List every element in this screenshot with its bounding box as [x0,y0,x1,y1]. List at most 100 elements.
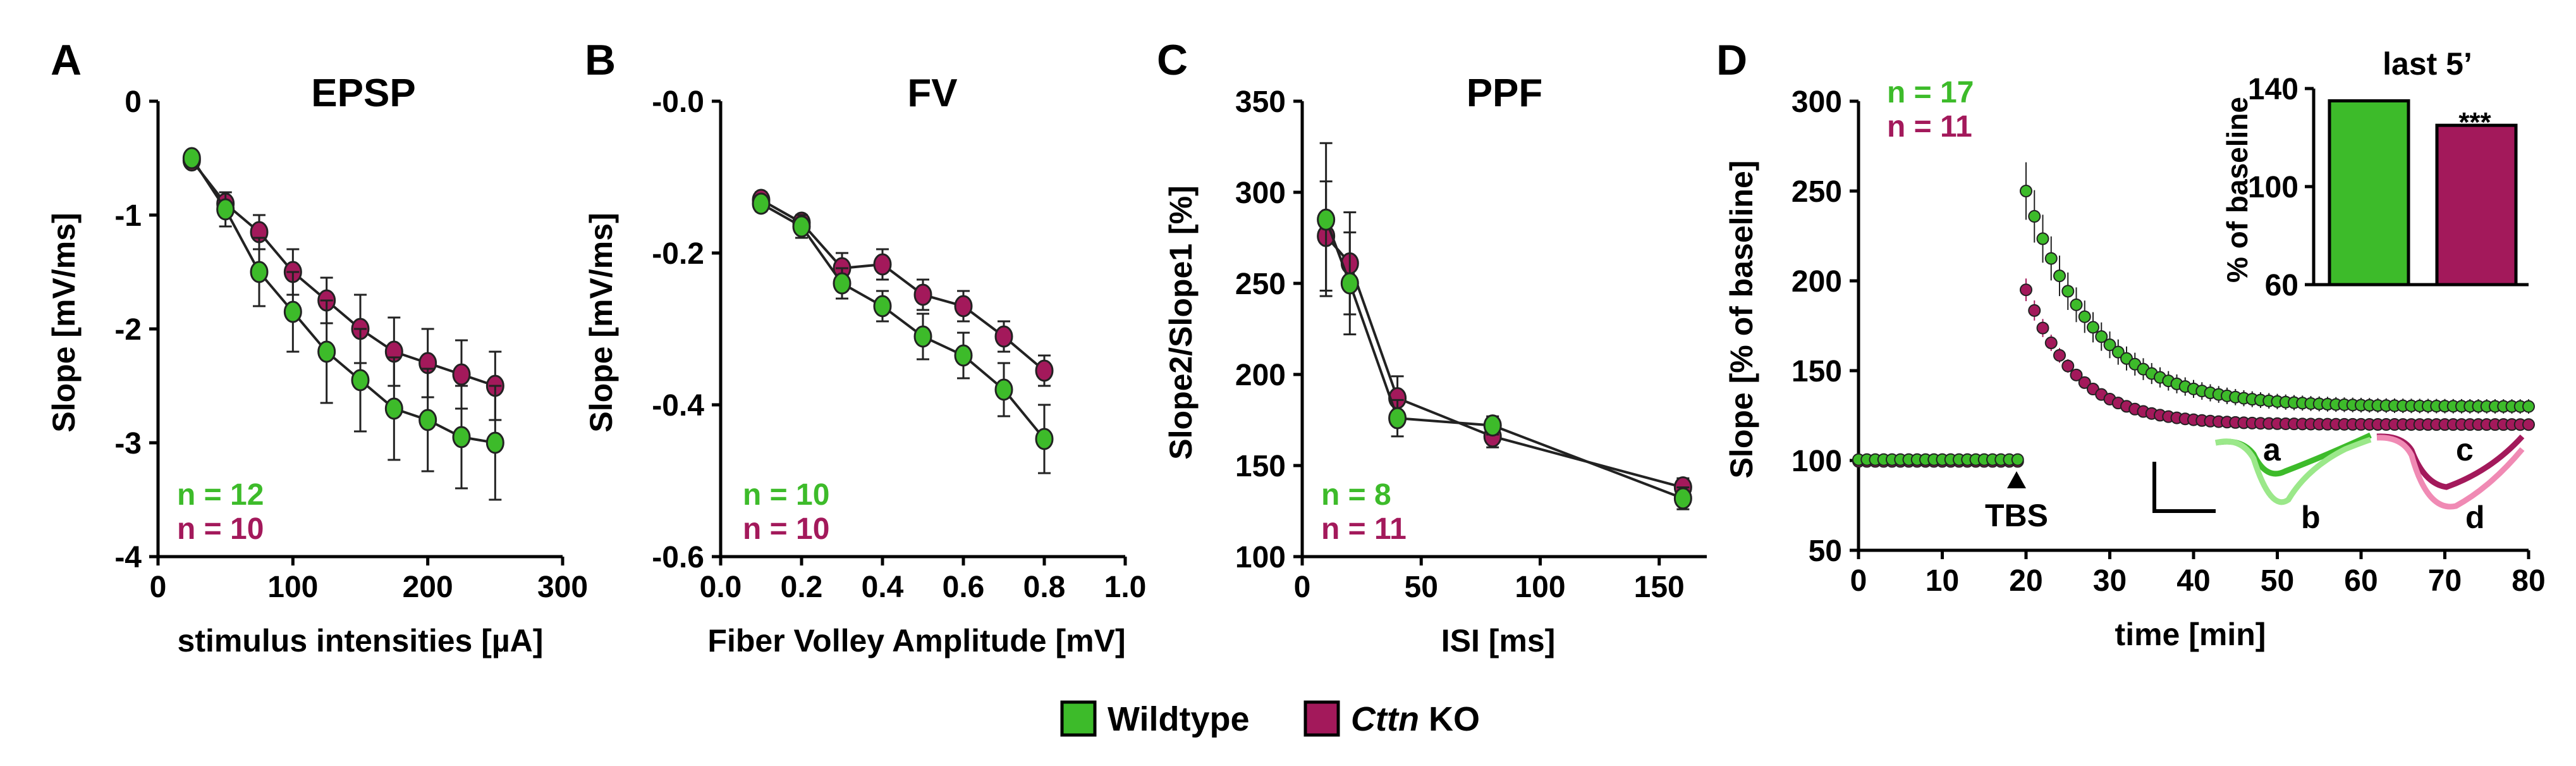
panel-d-xtick-label: 80 [2512,564,2545,598]
panel-a-xtick-label: 0 [150,571,167,604]
panel-d-xtick-label: 70 [2428,564,2462,598]
inset-title: last 5’ [2383,46,2472,82]
data-point-ko [873,253,892,276]
panel-d-n-ko: n = 11 [1887,110,1972,144]
panel-b-n-ko: n = 10 [743,512,829,546]
panel-b-ytick-label: -0.6 [652,541,704,574]
data-point-wildtype [994,378,1013,401]
trace-label-c: c [2456,432,2474,467]
panel-c-ytick-label: 150 [1235,450,1286,483]
panel-a-title: EPSP [311,71,415,115]
panel-b-axes: 0.0 0.2 0.4 0.6 0.8 1.0 -0.0 -0.2 -0.4 -0.6 [652,85,1146,604]
data-point-wildtype [792,215,811,238]
panel-b-xlabel: Fiber Volley Amplitude [mV] [707,623,1125,658]
panel-c: PPF 0 50 100 150 100 150 200 250 300 350 ISI [ms]… [1163,71,1707,658]
scale-bar [2152,462,2216,513]
panel-d-xtick-label: 40 [2176,564,2210,598]
panel-b-ytick-label: -0.2 [652,237,704,271]
data-point-ko [954,295,973,318]
trace-label-a: a [2263,432,2281,467]
panel-c-ytick-label: 200 [1235,359,1286,392]
panel-d-n-wildtype: n = 17 [1887,76,1974,109]
ltp-point-ko [2070,368,2083,381]
panel-d-xlabel: time [min] [2115,617,2266,652]
panel-d-ylabel: Slope [% of baseline] [1724,161,1759,479]
series-line-ko [1325,235,1683,489]
inset-bar-ko [2435,123,2518,287]
panel-d-xtick-label: 30 [2093,564,2127,598]
panel-a-xtick-label: 300 [537,571,588,604]
panel-a-xtick-label: 200 [403,571,453,604]
trace-label-b: b [2301,500,2321,535]
ltp-point-wildtype [2103,338,2116,352]
panel-b-marks [752,188,1054,474]
panel-b-n-wildtype: n = 10 [743,478,829,512]
panel-letter-a: A [51,36,82,84]
tbs-arrow [2007,471,2026,488]
data-point-wildtype [1340,272,1359,295]
panel-c-n-wildtype: n = 8 [1321,478,1391,512]
legend-ko-italic: Cttn [1351,700,1419,738]
data-point-wildtype [485,431,504,454]
ltp-point-wildtype [2070,298,2083,311]
panel-b-ylabel: Slope [mV/ms] [583,213,619,432]
legend-ko-rest: KO [1419,700,1480,738]
data-point-wildtype [833,272,852,295]
trace-b [2214,436,2372,505]
data-point-wildtype [317,340,336,363]
trace-label-d: d [2465,500,2485,535]
panel-c-marks [1317,142,1692,510]
trace-d [2376,435,2525,510]
panel-c-axes: 0 50 100 150 100 150 200 250 300 350 [1235,85,1707,604]
inset-bar-chart: last 5’ % of baseline 60 100 140 *** [2221,46,2529,302]
panel-d-ytick-label: 250 [1792,175,1842,209]
panel-c-xtick-label: 100 [1515,571,1565,604]
ltp-point-wildtype [2036,232,2049,245]
panel-a-ytick-label: -2 [114,313,142,347]
legend-ko-swatch [1303,700,1340,737]
data-point-wildtype [283,300,302,323]
series-line-wildtype [190,157,496,444]
panel-c-ylabel: Slope2/Slope1 [%] [1163,185,1199,459]
legend-ko-label: Cttn KO [1351,700,1480,738]
panel-d-xtick-label: 60 [2344,564,2378,598]
panel-a-axes: 0 100 200 300 0 -1 -2 -3 -4 [114,85,588,604]
panel-d: 0 10 20 30 40 50 60 70 80 50 100 150 200 250 300 time … [1724,46,2546,652]
panel-d-ytick-label: 100 [1792,445,1842,478]
panel-a-ylabel: Slope [mV/ms] [46,213,82,432]
panel-c-ytick-label: 350 [1235,85,1286,119]
data-point-wildtype [873,295,892,318]
data-point-wildtype [216,198,235,221]
data-point-ko [1035,359,1054,382]
ltp-point-ko [2020,283,2032,297]
panel-letter-b: B [585,36,616,84]
panel-c-xtick-label: 0 [1294,571,1311,604]
panel-b-title: FV [907,71,957,115]
panel-b-xtick-label: 0.0 [700,571,742,604]
panel-c-n-ko: n = 11 [1321,512,1407,546]
ltp-point-wildtype [2078,310,2091,323]
data-point-wildtype [351,369,370,392]
panel-b-ytick-label: -0.0 [652,85,704,119]
panel-d-marks [1852,162,2535,468]
ltp-point-wildtype [2522,400,2535,413]
panel-d-xtick-label: 20 [2009,564,2042,598]
inset-marks [2328,99,2518,287]
ltp-point-ko [2522,418,2535,431]
ltp-point-wildtype [2061,285,2075,298]
inset-ylabel: % of baseline [2221,97,2254,283]
data-point-ko [994,325,1013,348]
panel-a-marks [182,147,504,501]
series-line-ko [190,159,496,387]
panel-b-xtick-label: 0.2 [781,571,823,604]
panel-a-xtick-label: 100 [267,571,318,604]
panel-b-xtick-label: 0.6 [943,571,985,604]
panel-c-xtick-label: 150 [1634,571,1685,604]
data-point-wildtype [1483,414,1502,437]
panel-a-n-ko: n = 10 [177,512,264,546]
data-point-wildtype [182,147,201,170]
tbs-label: TBS [1985,498,2048,533]
panel-a-ytick-label: 0 [125,85,142,119]
ltp-point-wildtype [2111,345,2125,359]
